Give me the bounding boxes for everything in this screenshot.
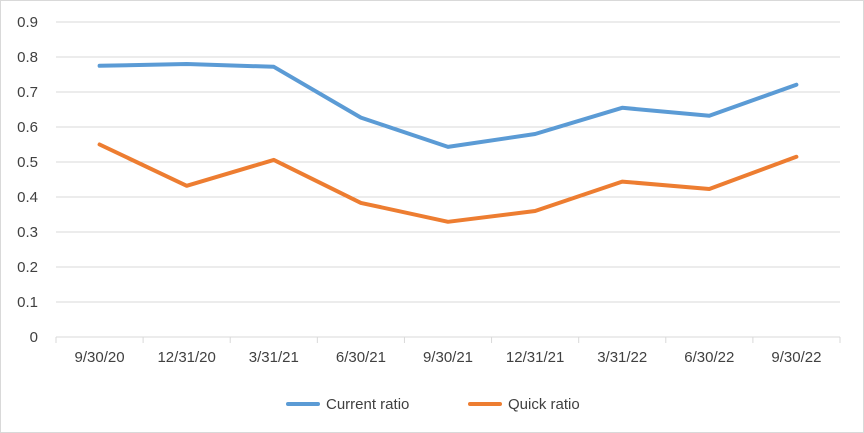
x-tick-label: 9/30/22	[771, 349, 821, 366]
x-tick-label: 9/30/20	[75, 349, 125, 366]
legend: Current ratio Quick ratio	[286, 396, 580, 413]
y-tick-label: 0.3	[17, 224, 38, 241]
x-tick-label: 12/31/21	[506, 349, 564, 366]
y-tick-label: 0.5	[17, 154, 38, 171]
series-line-2	[97, 142, 799, 224]
x-tick-label: 6/30/22	[684, 349, 734, 366]
y-tick-label: 0.7	[17, 84, 38, 101]
y-tick-label: 0.9	[17, 14, 38, 31]
x-tick-label: 3/31/21	[249, 349, 299, 366]
y-axis-tick-labels: 0 0.1 0.2 0.3 0.4 0.5 0.6 0.7 0.8 0.9	[17, 14, 38, 346]
x-tick-label: 12/31/20	[157, 349, 215, 366]
y-tick-label: 0.4	[17, 189, 38, 206]
y-tick-label: 0.6	[17, 119, 38, 136]
plot-series	[97, 62, 799, 224]
x-axis	[55, 336, 841, 343]
y-tick-label: 0.1	[17, 294, 38, 311]
series-line-1	[97, 62, 799, 149]
legend-label: Quick ratio	[508, 396, 580, 413]
y-tick-label: 0.2	[17, 259, 38, 276]
y-tick-label: 0.8	[17, 49, 38, 66]
x-tick-label: 3/31/22	[597, 349, 647, 366]
x-tick-label: 9/30/21	[423, 349, 473, 366]
legend-label: Current ratio	[326, 396, 409, 413]
gridlines	[56, 21, 840, 303]
x-tick-label: 6/30/21	[336, 349, 386, 366]
y-tick-label: 0	[30, 329, 38, 346]
x-axis-tick-labels: 9/30/20 12/31/20 3/31/21 6/30/21 9/30/21 12/3…	[75, 349, 822, 366]
